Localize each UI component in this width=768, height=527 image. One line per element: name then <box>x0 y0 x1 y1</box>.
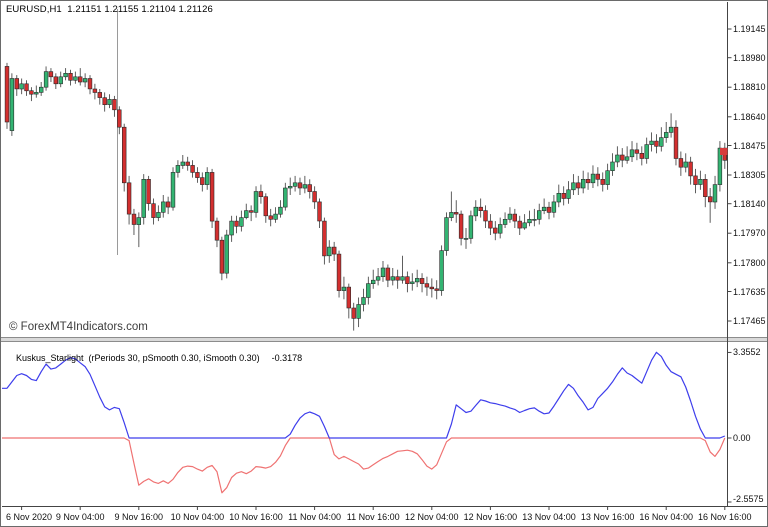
indicator-line-positive <box>2 351 726 439</box>
indicator-name-params: Kuskus_Starlight (rPeriods 30, pSmooth 0… <box>16 353 260 363</box>
pane-divider[interactable] <box>1 337 768 342</box>
indicator-line-negative <box>2 437 726 494</box>
chart-title: EURUSD,H1 1.21151 1.21155 1.21104 1.2112… <box>6 4 213 15</box>
current-price-marker <box>720 148 728 155</box>
indicator-current-value: -0.3178 <box>271 353 303 363</box>
candles-layer <box>4 62 728 331</box>
watermark: © ForexMT4Indicators.com <box>9 321 148 333</box>
indicator-label: Kuskus_Starlight (rPeriods 30, pSmooth 0… <box>6 343 302 373</box>
